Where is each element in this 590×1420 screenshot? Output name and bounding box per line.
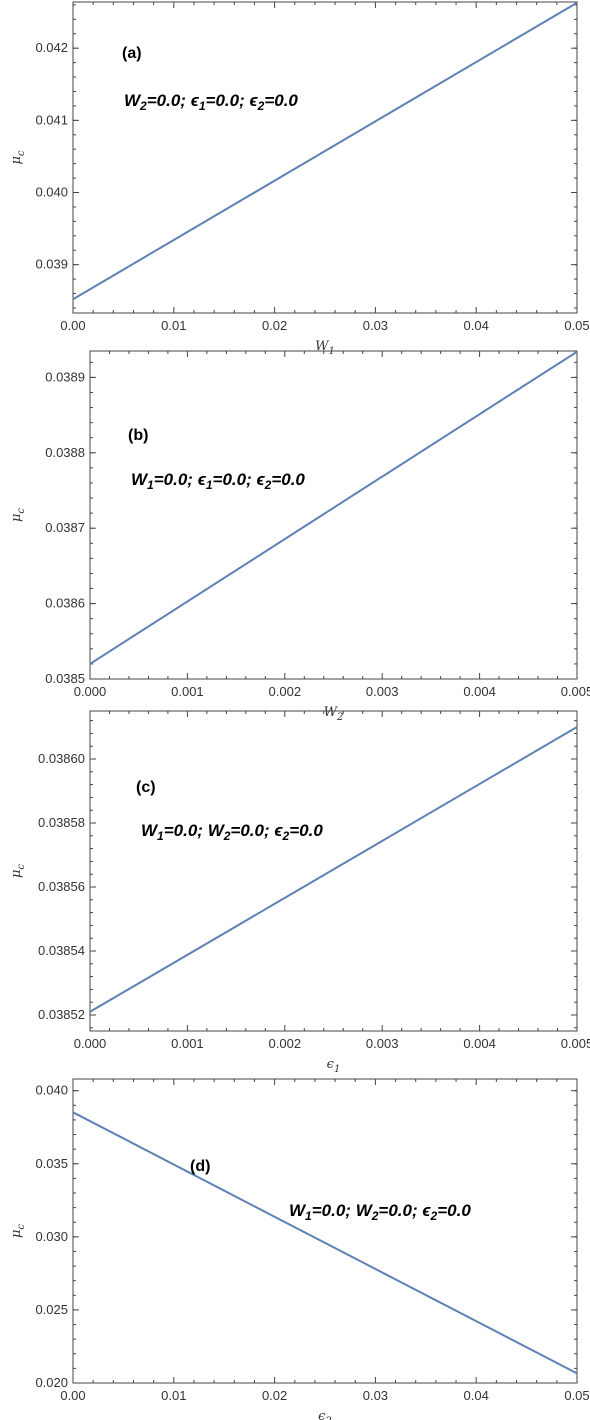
y-tick-label: 0.0387 — [45, 520, 85, 535]
parameter-annotation: W1=0.0; W2=0.0; ϵ2=0.0 — [141, 821, 323, 843]
y-axis-label: μc — [9, 1224, 27, 1238]
x-tick-label: 0.00 — [60, 318, 85, 333]
x-tick-label: 0.02 — [262, 318, 287, 333]
x-tick-label: 0.000 — [74, 1036, 107, 1051]
x-tick-label: 0.04 — [464, 1388, 489, 1403]
x-axis-label: ϵ2 — [318, 1409, 332, 1420]
x-tick-label: 0.00 — [60, 1388, 85, 1403]
y-tick-label: 0.041 — [35, 112, 68, 127]
y-tick-label: 0.0388 — [45, 445, 85, 460]
y-tick-label: 0.039 — [35, 257, 68, 272]
x-tick-label: 0.005 — [561, 1036, 590, 1051]
x-tick-label: 0.01 — [161, 1388, 186, 1403]
x-tick-label: 0.01 — [161, 318, 186, 333]
y-axis-label: μc — [9, 150, 27, 164]
x-tick-label: 0.03 — [363, 318, 388, 333]
chart-panel-1: 0.00 0.01 0.02 0.03 0.04 0.05 0.039 0.040 0.041 0… — [9, 1, 590, 357]
x-tick-label: 0.003 — [366, 684, 399, 699]
x-tick-label: 0.000 — [74, 684, 107, 699]
series-line — [72, 1111, 578, 1375]
y-tick-label: 0.03858 — [38, 815, 85, 830]
x-tick-label: 0.05 — [564, 1388, 589, 1403]
y-tick-label: 0.03856 — [38, 879, 85, 894]
y-tick-label: 0.020 — [35, 1375, 68, 1390]
parameter-annotation: W2=0.0; ϵ1=0.0; ϵ2=0.0 — [124, 91, 298, 113]
y-tick-label: 0.030 — [35, 1229, 68, 1244]
y-tick-label: 0.0385 — [45, 671, 85, 686]
y-tick-label: 0.03852 — [38, 1007, 85, 1022]
x-axis-label: W1 — [315, 339, 335, 357]
x-tick-label: 0.002 — [269, 684, 302, 699]
x-tick-label: 0.004 — [463, 684, 496, 699]
y-tick-label: 0.0386 — [45, 596, 85, 611]
y-tick-label: 0.035 — [35, 1156, 68, 1171]
panel-label: (d) — [190, 1158, 210, 1175]
plot-frame — [72, 1078, 578, 1384]
chart-panel-2: 0.000 0.001 0.002 0.003 0.004 0.005 0.0385 0.03… — [9, 350, 590, 723]
plot-frame — [89, 710, 578, 1032]
panel-label: (a) — [122, 45, 142, 62]
x-axis-label: ϵ1 — [327, 1057, 341, 1075]
series-line — [89, 350, 578, 665]
chart-panel-3: 0.000 0.001 0.002 0.003 0.004 0.005 0.03852 0.0… — [9, 710, 590, 1075]
x-tick-label: 0.005 — [561, 684, 590, 699]
series-line — [72, 1, 578, 301]
y-tick-label: 0.025 — [35, 1302, 68, 1317]
x-axis-label: W2 — [324, 705, 344, 723]
plot-frame — [72, 1, 578, 314]
panel-label: (b) — [128, 427, 148, 444]
parameter-annotation: W1=0.0; W2=0.0; ϵ2=0.0 — [289, 1201, 471, 1223]
y-tick-label: 0.03854 — [38, 943, 85, 958]
series-line — [89, 726, 578, 1013]
y-axis-label: μc — [9, 508, 27, 522]
x-tick-label: 0.03 — [363, 1388, 388, 1403]
y-tick-label: 0.042 — [35, 40, 68, 55]
y-axis-label: μc — [9, 864, 27, 878]
y-tick-label: 0.040 — [35, 1083, 68, 1098]
x-tick-label: 0.003 — [366, 1036, 399, 1051]
y-tick-label: 0.040 — [35, 184, 68, 199]
x-tick-label: 0.02 — [262, 1388, 287, 1403]
y-tick-label: 0.0389 — [45, 369, 85, 384]
x-tick-label: 0.001 — [171, 684, 204, 699]
x-tick-label: 0.05 — [564, 318, 589, 333]
panel-label: (c) — [136, 779, 156, 796]
y-tick-label: 0.03860 — [38, 751, 85, 766]
chart-panel-4: 0.00 0.01 0.02 0.03 0.04 0.05 0.020 0.025 0.030 0… — [9, 1078, 590, 1420]
x-tick-label: 0.004 — [463, 1036, 496, 1051]
x-tick-label: 0.001 — [171, 1036, 204, 1051]
x-tick-label: 0.04 — [464, 318, 489, 333]
parameter-annotation: W1=0.0; ϵ1=0.0; ϵ2=0.0 — [131, 470, 305, 492]
plot-frame — [89, 350, 578, 680]
x-tick-label: 0.002 — [269, 1036, 302, 1051]
